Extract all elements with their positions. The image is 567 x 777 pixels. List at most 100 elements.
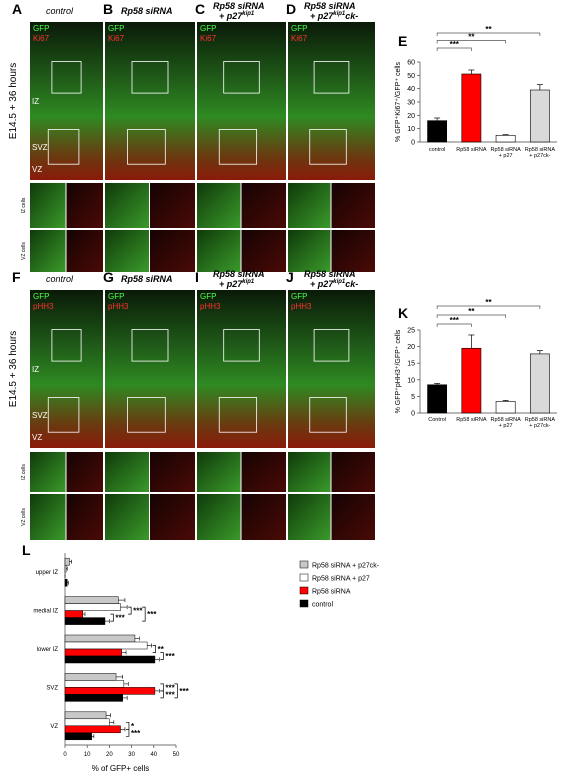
- inset-red: [66, 452, 103, 492]
- panel-title: Rp58 siRNA: [304, 1, 356, 11]
- bar: [64, 557, 70, 566]
- y-axis-label: % GFP⁺Ki67⁺/GFP⁺ cells: [395, 62, 402, 142]
- y-tick-label: lower IZ: [37, 647, 59, 653]
- inset-red: [241, 230, 286, 272]
- error-bar: [120, 727, 126, 732]
- significance-bracket: [152, 645, 156, 653]
- panel-title: Rp58 siRNA: [304, 269, 356, 279]
- inset-box: [127, 129, 166, 165]
- time-label: E14.5 + 36 hours: [8, 331, 19, 407]
- inset-red: [331, 494, 375, 540]
- significance-label: ***: [131, 729, 141, 738]
- channel-label: Ki67: [108, 34, 125, 43]
- x-tick-label: 10: [84, 752, 91, 758]
- error-bar: [120, 605, 128, 610]
- inset-box: [47, 397, 80, 433]
- error-bar: [468, 334, 475, 349]
- significance-label: **: [485, 25, 492, 34]
- inset-box: [51, 329, 82, 362]
- panel-title: Rp58 siRNA: [213, 269, 265, 279]
- significance-bracket: [436, 40, 506, 44]
- panel-letter: G: [103, 269, 114, 285]
- y-tick-label: 5: [411, 394, 415, 401]
- legend-swatch: [299, 586, 309, 595]
- inset-green: [197, 183, 241, 228]
- error-bar: [67, 580, 69, 585]
- zone-label: VZ: [32, 165, 42, 174]
- inset-row-label: VZ cells: [21, 242, 27, 260]
- x-tick-label: Rp58 siRNA: [456, 417, 487, 423]
- bar: [64, 655, 156, 664]
- panel-letter: A: [12, 1, 22, 17]
- panel-title-2-text: + p27: [310, 279, 334, 289]
- panel-letter: F: [12, 269, 21, 285]
- bar: [427, 120, 448, 143]
- panel-title-after: ck-: [345, 11, 358, 21]
- legend-swatch: [299, 599, 309, 608]
- panel-title: control: [46, 274, 74, 284]
- micrograph: [288, 290, 375, 448]
- significance-label: ***: [147, 610, 157, 619]
- bar: [495, 135, 516, 143]
- zone-label: SVZ: [32, 143, 48, 152]
- inset-box: [309, 397, 347, 433]
- significance-label: ***: [450, 40, 460, 49]
- significance-bracket: [142, 606, 146, 622]
- inset-red: [66, 230, 103, 272]
- micrograph: [288, 22, 375, 180]
- x-tick-label: 20: [106, 752, 113, 758]
- channel-label: GFP: [108, 292, 124, 301]
- zone-label: IZ: [32, 97, 39, 106]
- y-tick-label: 15: [407, 361, 415, 368]
- micrograph: [105, 290, 195, 448]
- x-tick-label: Rp58 siRNA: [456, 147, 487, 153]
- channel-label: GFP: [291, 24, 307, 33]
- significance-bracket: [160, 683, 164, 692]
- error-bar: [118, 598, 126, 603]
- channel-label: Ki67: [200, 34, 217, 43]
- inset-box: [313, 61, 350, 94]
- channel-label: pHH3: [200, 302, 221, 311]
- error-bar: [134, 636, 140, 641]
- x-tick-label: Control: [428, 417, 446, 423]
- inset-green: [288, 452, 331, 492]
- inset-red: [331, 230, 375, 272]
- panel-title: control: [46, 6, 74, 16]
- y-tick-label: SVZ: [46, 685, 58, 691]
- y-tick-label: 20: [407, 113, 415, 120]
- bar: [461, 73, 482, 143]
- panel-title-sup: kip1: [242, 279, 255, 285]
- inset-red: [66, 183, 103, 228]
- significance-bracket: [125, 728, 130, 737]
- error-bar: [122, 695, 128, 700]
- inset-red: [331, 452, 375, 492]
- panel-title: Rp58 siRNA: [121, 6, 173, 16]
- inset-green: [288, 230, 331, 272]
- x-tick-label: 0: [63, 752, 67, 758]
- bar: [64, 634, 136, 643]
- legend-swatch: [299, 560, 309, 569]
- channel-label: pHH3: [33, 302, 54, 311]
- bar: [64, 687, 156, 695]
- error-bar: [154, 657, 160, 662]
- inset-box: [309, 129, 347, 165]
- panel-title-text: Rp58 siRNA: [121, 274, 173, 284]
- x-tick-label: Rp58 siRNA + p27ck-: [524, 417, 555, 429]
- zone-label: SVZ: [32, 411, 48, 420]
- error-bar: [104, 619, 110, 624]
- legend-label: Rp58 siRNA + p27ck-: [312, 563, 380, 570]
- bar: [64, 680, 125, 688]
- significance-label: ***: [115, 614, 125, 623]
- micrograph: [197, 290, 286, 448]
- channel-label: GFP: [33, 24, 49, 33]
- inset-red: [150, 183, 195, 228]
- y-tick-label: 60: [407, 60, 415, 67]
- significance-label: ***: [165, 690, 175, 699]
- bar: [64, 603, 121, 611]
- panel-letter: D: [286, 1, 296, 17]
- x-axis-label: % of GFP+ cells: [92, 764, 150, 773]
- y-tick-label: 0: [411, 140, 415, 147]
- panel-letter: L: [22, 542, 31, 558]
- channel-label: pHH3: [291, 302, 312, 311]
- channel-label: GFP: [108, 24, 124, 33]
